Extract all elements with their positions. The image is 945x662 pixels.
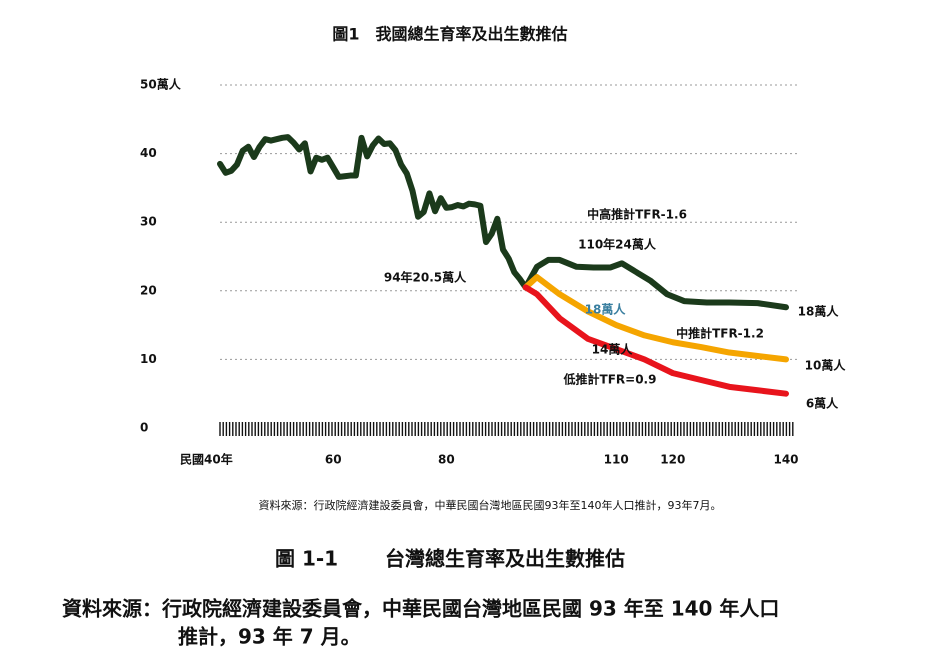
annotation: 18萬人: [798, 304, 840, 319]
annotation: 14萬人: [592, 342, 634, 357]
x-tick-label: 120: [660, 453, 685, 467]
annotation: 18萬人: [585, 302, 627, 317]
x-tick-label: 60: [325, 453, 342, 467]
x-tick-label: 民國40年: [180, 452, 233, 467]
y-tick-label: 0: [140, 421, 148, 435]
y-tick-label: 40: [140, 146, 157, 160]
annotation: 中推計TFR-1.2: [676, 326, 764, 341]
annotation: 10萬人: [805, 358, 847, 373]
caption-title: 台灣總生育率及出生數推估: [385, 547, 625, 571]
annotation: 中高推計TFR-1.6: [587, 207, 687, 222]
caption-source: 推計，93 年 7 月。: [178, 625, 361, 649]
caption-label: 圖 1-1: [275, 547, 338, 571]
y-tick-label: 20: [140, 283, 157, 297]
x-tick-label: 140: [773, 453, 798, 467]
chart-title: 圖1 我國總生育率及出生數推估: [332, 25, 567, 44]
annotation: 6萬人: [806, 396, 839, 411]
annotation: 低推計TFR=0.9: [563, 372, 657, 387]
y-tick-label: 30: [140, 215, 157, 229]
series-line: [522, 274, 789, 363]
annotation: 110年24萬人: [578, 237, 657, 252]
y-tick-label: 10: [140, 352, 157, 366]
x-tick-label: 80: [438, 453, 455, 467]
series-line: [522, 284, 789, 397]
series-line: [522, 256, 789, 311]
annotation: 94年20.5萬人: [384, 270, 467, 285]
source-note: 資料來源：行政院經濟建設委員會，中華民國台灣地區民國93年至140年人口推計，9…: [259, 498, 722, 512]
series-line: [217, 134, 529, 291]
y-tick-label: 50萬人: [140, 77, 182, 92]
x-tick-label: 110: [604, 453, 629, 467]
caption-source: 資料來源：行政院經濟建設委員會，中華民國台灣地區民國 93 年至 140 年人口: [62, 597, 779, 621]
